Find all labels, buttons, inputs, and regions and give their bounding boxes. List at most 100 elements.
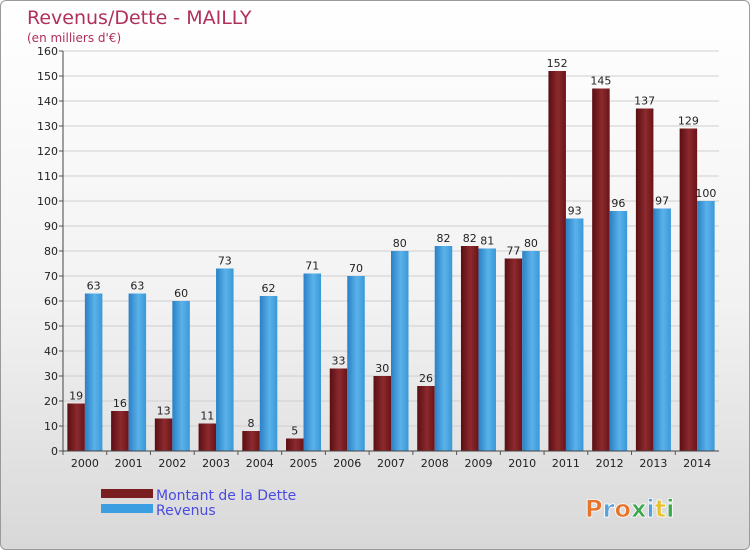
x-tick-label: 2011 xyxy=(552,457,580,470)
data-label-debt-2014: 129 xyxy=(678,115,699,128)
legend-label-revenus: Revenus xyxy=(156,503,216,519)
y-tick-label: 130 xyxy=(37,120,58,133)
bar-revenus-2007 xyxy=(391,251,409,451)
x-tick-label: 2013 xyxy=(639,457,667,470)
y-tick-label: 150 xyxy=(37,70,58,83)
bar-debt-2014 xyxy=(679,128,698,451)
bar-debt-2003 xyxy=(198,423,217,451)
y-tick-label: 0 xyxy=(51,445,58,458)
bar-revenus-2001 xyxy=(128,293,147,451)
bar-debt-2008 xyxy=(417,386,435,451)
data-label-revenus-2013: 97 xyxy=(655,195,669,208)
x-tick-label: 2000 xyxy=(71,457,99,470)
y-tick-label: 140 xyxy=(37,95,58,108)
bar-debt-2002 xyxy=(154,418,173,451)
y-tick-label: 40 xyxy=(44,345,58,358)
data-label-revenus-2003: 73 xyxy=(218,255,232,268)
data-label-debt-2004: 8 xyxy=(248,417,255,430)
data-label-debt-2009: 82 xyxy=(463,232,477,245)
data-label-revenus-2007: 80 xyxy=(393,237,407,250)
bar-revenus-2013 xyxy=(653,208,671,451)
bar-revenus-2000 xyxy=(84,293,103,451)
data-label-debt-2010: 77 xyxy=(506,245,520,258)
x-tick-label: 2010 xyxy=(508,457,536,470)
x-tick-label: 2014 xyxy=(683,457,711,470)
bar-debt-2009 xyxy=(460,246,479,451)
bar-revenus-2006 xyxy=(347,276,365,451)
x-tick-label: 2009 xyxy=(464,457,492,470)
data-label-debt-2002: 13 xyxy=(157,405,171,418)
x-tick-label: 2008 xyxy=(421,457,449,470)
bar-debt-2013 xyxy=(635,108,654,451)
y-tick-label: 100 xyxy=(37,195,58,208)
chart-subtitle: (en milliers d'€) xyxy=(27,31,121,45)
bar-revenus-2010 xyxy=(522,251,540,451)
bar-debt-2012 xyxy=(592,88,610,451)
y-axis-ticks: 0 10 20 30 40 50 60 70 80 90 100 110 120 130 140 150 160 xyxy=(37,45,63,458)
bar-revenus-2012 xyxy=(609,211,628,451)
y-tick-label: 30 xyxy=(44,370,58,383)
x-tick-label: 2003 xyxy=(202,457,230,470)
data-label-revenus-2002: 60 xyxy=(174,287,188,300)
x-tick-label: 2005 xyxy=(290,457,318,470)
data-label-revenus-2001: 63 xyxy=(130,280,144,293)
bar-debt-2010 xyxy=(504,258,523,451)
proxiti-logo: Proxiti xyxy=(585,495,674,523)
data-label-revenus-2005: 71 xyxy=(305,260,319,273)
data-label-debt-2011: 152 xyxy=(547,57,568,70)
legend-label-debt: Montant de la Dette xyxy=(156,488,296,504)
legend: Montant de la Dette Revenus xyxy=(101,488,296,519)
bar-revenus-2002 xyxy=(172,301,190,451)
x-tick-label: 2012 xyxy=(596,457,624,470)
x-tick-label: 2006 xyxy=(333,457,361,470)
data-label-debt-2007: 30 xyxy=(375,362,389,375)
bar-debt-2005 xyxy=(286,438,304,451)
bar-revenus-2008 xyxy=(434,246,453,451)
bar-debt-2000 xyxy=(67,403,85,451)
data-label-debt-2001: 16 xyxy=(113,397,127,410)
y-tick-label: 120 xyxy=(37,145,58,158)
bar-debt-2004 xyxy=(242,431,260,451)
data-label-revenus-2014: 100 xyxy=(695,187,716,200)
y-tick-label: 110 xyxy=(37,170,58,183)
y-tick-label: 20 xyxy=(44,395,58,408)
data-label-revenus-2009: 81 xyxy=(480,235,494,248)
data-label-revenus-2012: 96 xyxy=(611,197,625,210)
data-label-debt-2003: 11 xyxy=(200,410,214,423)
data-label-debt-2013: 137 xyxy=(634,95,655,108)
y-tick-label: 50 xyxy=(44,320,58,333)
x-tick-label: 2007 xyxy=(377,457,405,470)
y-tick-label: 70 xyxy=(44,270,58,283)
chart-title: Revenus/Dette - MAILLY xyxy=(27,7,252,29)
data-label-revenus-2010: 80 xyxy=(524,237,538,250)
data-label-revenus-2011: 93 xyxy=(568,205,582,218)
bar-debt-2006 xyxy=(329,368,348,451)
data-label-debt-2012: 145 xyxy=(590,75,611,88)
y-tick-label: 60 xyxy=(44,295,58,308)
bar-revenus-2005 xyxy=(303,273,322,451)
x-axis-ticks: 2000 2001 2002 2003 2004 2005 2006 2007 2008 2009… xyxy=(62,451,711,470)
bar-revenus-2003 xyxy=(216,268,234,451)
data-label-debt-2005: 5 xyxy=(291,425,298,438)
bar-revenus-2009 xyxy=(478,248,496,451)
bar-debt-2001 xyxy=(111,411,129,451)
x-tick-label: 2001 xyxy=(115,457,143,470)
data-label-debt-2006: 33 xyxy=(332,355,346,368)
bar-revenus-2014 xyxy=(697,201,715,451)
data-label-debt-2000: 19 xyxy=(69,390,83,403)
bar-debt-2007 xyxy=(373,376,391,451)
y-tick-label: 80 xyxy=(44,245,58,258)
y-tick-label: 160 xyxy=(37,45,58,58)
y-tick-label: 90 xyxy=(44,220,58,233)
data-label-revenus-2008: 82 xyxy=(436,232,450,245)
bar-debt-2011 xyxy=(548,71,566,451)
legend-swatch-revenus xyxy=(101,504,153,513)
data-label-revenus-2000: 63 xyxy=(87,280,101,293)
bar-revenus-2011 xyxy=(565,218,584,451)
x-tick-label: 2002 xyxy=(158,457,186,470)
data-label-revenus-2006: 70 xyxy=(349,262,363,275)
y-tick-label: 10 xyxy=(44,420,58,433)
